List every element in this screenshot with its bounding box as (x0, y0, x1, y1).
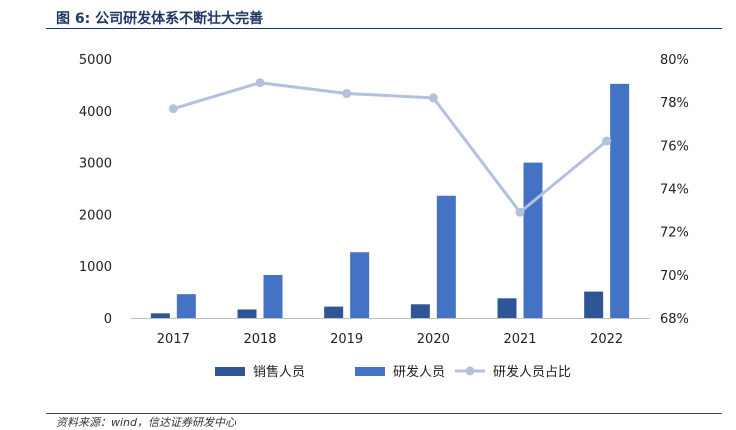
bar-研发人员-2021 (523, 162, 543, 318)
y-left-tick-label: 3000 (79, 157, 112, 172)
legend-swatch-销售人员 (215, 367, 245, 376)
bar-销售人员-2018 (237, 309, 257, 318)
y-right-tick-label: 70% (660, 269, 689, 284)
source-note: 资料来源：wind，信达证券研发中心 (56, 416, 237, 429)
legend-label-研发人员占比: 研发人员占比 (493, 364, 571, 380)
y-left-tick-label: 4000 (79, 105, 112, 120)
y-right-tick-label: 80% (660, 53, 689, 68)
title-divider (46, 28, 722, 29)
y-right-tick-label: 68% (660, 312, 689, 327)
legend-label-研发人员: 研发人员 (393, 364, 445, 380)
y-left-tick-label: 0 (104, 312, 112, 327)
point-研发人员占比-2018 (255, 78, 265, 88)
y-right-tick-label: 76% (660, 139, 689, 154)
bar-研发人员-2019 (350, 252, 370, 318)
figure-title: 图 6: 公司研发体系不断壮大完善 (56, 11, 264, 27)
x-tick-label: 2019 (330, 332, 363, 347)
footer-divider (46, 413, 722, 414)
legend-swatch-研发人员 (355, 367, 385, 376)
bar-销售人员-2022 (584, 291, 604, 318)
y-right-tick-label: 72% (660, 226, 689, 241)
y-left-tick-label: 2000 (79, 208, 112, 223)
point-研发人员占比-2020 (428, 93, 438, 103)
point-研发人员占比-2019 (342, 89, 352, 99)
point-研发人员占比-2017 (168, 104, 178, 114)
legend-marker-研发人员占比 (465, 366, 475, 376)
x-tick-label: 2020 (417, 332, 450, 347)
bar-销售人员-2017 (150, 313, 170, 318)
bar-销售人员-2020 (410, 304, 430, 318)
y-right-tick-label: 78% (660, 96, 689, 111)
bar-销售人员-2021 (497, 298, 517, 318)
point-研发人员占比-2021 (515, 207, 525, 217)
bar-销售人员-2019 (324, 306, 344, 318)
y-left-tick-label: 1000 (79, 260, 112, 275)
y-right-tick-label: 74% (660, 183, 689, 198)
bar-研发人员-2018 (263, 275, 283, 318)
x-tick-label: 2018 (243, 332, 276, 347)
point-研发人员占比-2022 (602, 136, 612, 146)
bar-研发人员-2020 (436, 195, 456, 318)
x-tick-label: 2021 (503, 332, 536, 347)
bar-研发人员-2017 (176, 294, 196, 318)
line-研发人员占比 (172, 81, 608, 214)
x-tick-label: 2022 (590, 332, 623, 347)
bar-研发人员-2022 (610, 83, 630, 318)
legend-label-销售人员: 销售人员 (253, 364, 305, 380)
y-left-tick-label: 5000 (79, 53, 112, 68)
x-tick-label: 2017 (157, 332, 190, 347)
